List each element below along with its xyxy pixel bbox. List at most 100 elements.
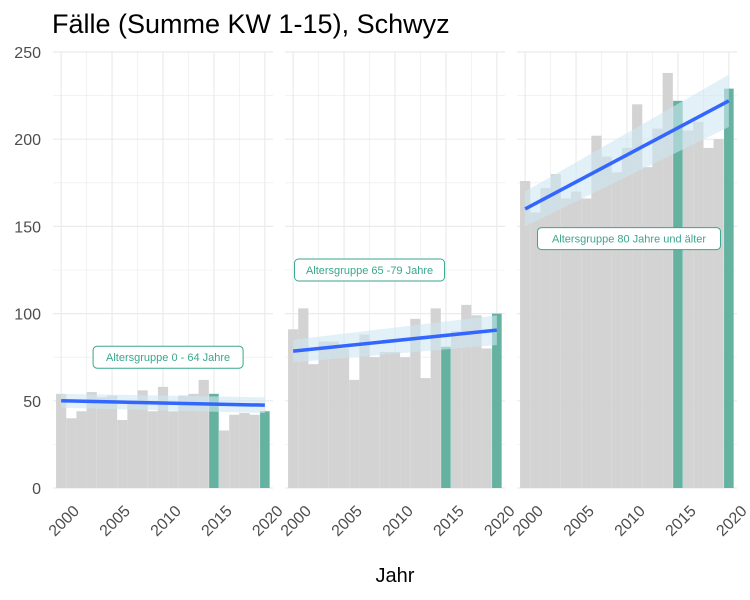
highlight-bar [492, 313, 502, 488]
x-tick-label: 2005 [561, 503, 598, 540]
bar [288, 329, 299, 488]
bar [379, 351, 390, 488]
bar [430, 308, 441, 488]
bar [693, 121, 704, 488]
trend-line [292, 328, 498, 353]
bar [318, 341, 329, 488]
y-tick-label: 100 [14, 307, 41, 324]
facet-panel [53, 51, 273, 489]
highlight-bar [724, 88, 734, 489]
x-axis-label: Jahr [376, 565, 415, 587]
bar [86, 392, 97, 488]
y-tick-label: 250 [14, 45, 41, 62]
bar [389, 351, 401, 488]
x-tick-label: 2015 [431, 503, 468, 540]
panel-label-box [92, 345, 244, 369]
x-tick-label: 2005 [97, 503, 134, 540]
bar [530, 212, 541, 488]
panel-label-box [537, 227, 722, 251]
panel-label: Altersgruppe 80 Jahre und älter [552, 234, 706, 246]
bar [298, 308, 309, 488]
bar [56, 393, 67, 488]
bar [229, 414, 240, 488]
bar [178, 395, 189, 488]
bar [601, 156, 612, 488]
bar [188, 393, 199, 488]
confidence-band [525, 74, 729, 227]
facet-panel [285, 51, 505, 489]
x-tick-label: 2000 [278, 503, 315, 540]
y-tick-label: 50 [23, 394, 41, 411]
highlight-bar [673, 100, 683, 488]
bar [703, 147, 714, 489]
bar [420, 378, 431, 488]
trend-line [524, 99, 730, 211]
highlight-bar [209, 393, 219, 488]
bar [328, 341, 339, 488]
bar [591, 135, 602, 488]
y-tick-label: 200 [14, 132, 41, 149]
bar [249, 414, 260, 488]
bar [481, 348, 492, 488]
chart-title: Fälle (Summe KW 1-15), Schwyz [52, 9, 450, 39]
bar [168, 411, 179, 488]
bar [219, 430, 230, 488]
bar [662, 72, 673, 488]
bar [359, 334, 370, 488]
y-tick-label: 0 [32, 481, 41, 498]
bar [349, 379, 360, 488]
bar [369, 357, 380, 488]
x-tick-label: 2010 [148, 503, 185, 540]
x-tick-label: 2005 [329, 503, 366, 540]
y-tick-label: 150 [14, 219, 41, 236]
x-tick-label: 2015 [199, 503, 236, 540]
trend-line [61, 399, 265, 407]
x-tick-label: 2000 [510, 503, 547, 540]
bar [66, 418, 77, 488]
bar [137, 390, 148, 488]
x-tick-label: 2020 [713, 503, 750, 540]
x-tick-label: 2000 [46, 503, 83, 540]
panel-label-box [294, 258, 446, 282]
bar [652, 128, 663, 488]
bar [471, 315, 482, 488]
highlight-bar [260, 411, 270, 488]
bar [570, 191, 582, 488]
bar [451, 331, 462, 488]
bar [540, 188, 551, 489]
x-tick-label: 2015 [663, 503, 700, 540]
bar [127, 400, 138, 488]
bar [147, 411, 158, 488]
bar [400, 357, 411, 488]
bar [683, 130, 694, 489]
bar [157, 386, 169, 488]
bar [581, 198, 592, 488]
bar [106, 395, 118, 488]
x-tick-label: 2010 [380, 503, 417, 540]
bar [198, 379, 209, 488]
bar [239, 413, 250, 488]
bar [338, 348, 350, 488]
x-tick-label: 2010 [612, 503, 649, 540]
panel-label: Altersgruppe 65 -79 Jahre [306, 265, 433, 277]
bar [520, 181, 531, 488]
bar [76, 411, 87, 488]
bar [410, 318, 421, 488]
bar [611, 172, 622, 488]
bar [550, 174, 561, 488]
bar [96, 397, 107, 488]
bar [713, 139, 724, 488]
panel-label: Altersgruppe 0 - 64 Jahre [106, 352, 230, 364]
x-tick-label: 2020 [481, 503, 518, 540]
bar [308, 364, 319, 488]
x-tick-label: 2020 [249, 503, 286, 540]
bar [621, 147, 633, 489]
bar [632, 104, 643, 488]
bar [461, 304, 472, 488]
bar [560, 198, 571, 488]
bar [642, 167, 653, 488]
plot-area [53, 51, 737, 489]
highlight-bar [441, 346, 451, 488]
facet-panel [517, 51, 737, 489]
